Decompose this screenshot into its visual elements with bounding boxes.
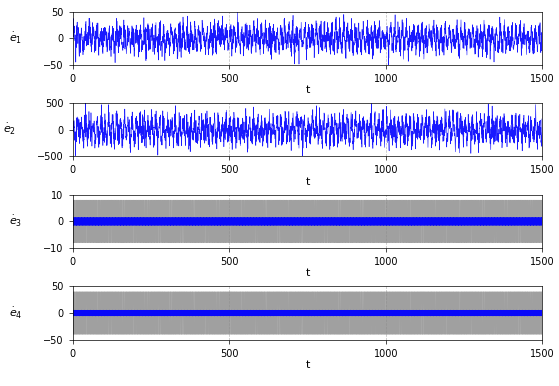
X-axis label: t: t: [305, 269, 310, 278]
Y-axis label: $\dot{e}_4$: $\dot{e}_4$: [8, 305, 22, 321]
Y-axis label: $\dot{e}_1$: $\dot{e}_1$: [9, 30, 22, 46]
Y-axis label: $\dot{e}_3$: $\dot{e}_3$: [9, 214, 22, 229]
Y-axis label: $\dot{e}_2$: $\dot{e}_2$: [3, 122, 16, 137]
X-axis label: t: t: [305, 177, 310, 187]
X-axis label: t: t: [305, 85, 310, 95]
X-axis label: t: t: [305, 360, 310, 370]
